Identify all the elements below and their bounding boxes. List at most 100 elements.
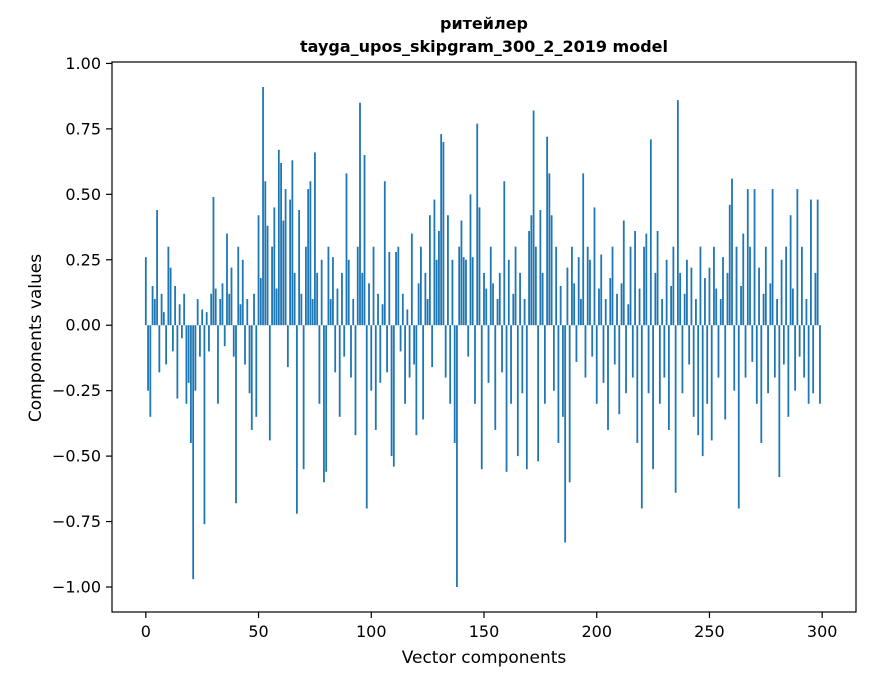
x-tick-label: 200: [581, 622, 612, 641]
bar: [613, 325, 616, 365]
bar: [746, 189, 749, 326]
chart-title: ритейлер: [439, 14, 529, 33]
bar: [683, 293, 686, 326]
bar: [582, 173, 585, 326]
bar: [647, 325, 650, 394]
bar: [674, 325, 677, 493]
bar: [803, 325, 806, 378]
bar: [602, 325, 605, 383]
bar: [708, 267, 711, 326]
bar: [704, 278, 706, 326]
bar: [311, 299, 314, 326]
bar: [158, 325, 161, 373]
bar: [629, 246, 632, 326]
bar: [530, 215, 533, 326]
chart-title-block: ритейлер tayga_upos_skipgram_300_2_2019 …: [112, 12, 856, 58]
bar: [600, 254, 603, 326]
bar: [160, 293, 163, 326]
bar: [749, 246, 751, 326]
x-tick-label: 250: [694, 622, 725, 641]
bar: [807, 325, 810, 404]
bar: [359, 102, 361, 326]
bar: [183, 293, 186, 326]
bar: [298, 210, 301, 326]
bar: [295, 325, 298, 514]
bar: [203, 325, 206, 525]
bar: [753, 189, 756, 326]
bar: [325, 325, 328, 472]
y-tick-label: −1.00: [52, 578, 101, 597]
bar: [724, 325, 727, 420]
y-tick-label: 0.50: [65, 185, 101, 204]
bar: [778, 325, 781, 478]
bar: [363, 155, 366, 326]
bar: [162, 312, 165, 326]
bar: [253, 293, 255, 326]
bar: [467, 325, 470, 357]
bar: [812, 325, 815, 394]
bar: [169, 267, 172, 326]
bar: [483, 272, 485, 326]
bar: [419, 246, 422, 326]
bar: [805, 299, 808, 326]
bar: [309, 181, 312, 326]
bar: [386, 325, 388, 373]
bar: [433, 199, 436, 326]
bar: [320, 259, 323, 326]
bar: [728, 204, 731, 326]
bar: [257, 215, 260, 326]
bar: [447, 215, 449, 326]
bar: [519, 272, 521, 326]
bar: [550, 215, 553, 326]
bar: [620, 283, 623, 326]
bar: [440, 134, 443, 326]
bar: [661, 299, 664, 326]
bar: [329, 299, 332, 326]
bar: [442, 141, 445, 326]
bar: [451, 259, 454, 326]
bar: [688, 325, 691, 365]
bar: [735, 246, 738, 326]
bar: [512, 293, 515, 326]
bar: [282, 220, 285, 326]
bar: [471, 257, 474, 326]
bar: [241, 259, 244, 326]
bar: [383, 181, 386, 326]
bar: [246, 299, 249, 326]
bar: [465, 259, 467, 326]
bar: [785, 246, 788, 326]
bar: [713, 246, 715, 326]
bar: [458, 246, 461, 326]
bar: [307, 189, 310, 326]
bar: [510, 325, 512, 404]
bar: [577, 257, 580, 326]
bar: [410, 233, 413, 326]
bar: [534, 246, 537, 326]
bar: [726, 272, 729, 326]
bar: [589, 259, 591, 326]
bar: [151, 285, 154, 326]
bar: [652, 325, 654, 470]
bar: [742, 233, 745, 326]
bar: [681, 325, 684, 394]
bar: [271, 246, 273, 326]
bar: [586, 246, 589, 326]
bar: [174, 285, 177, 326]
bar: [431, 325, 434, 368]
bar: [737, 325, 740, 509]
bar: [769, 283, 772, 326]
bar: [489, 246, 492, 326]
bar: [280, 162, 282, 326]
ticks-group: 0 50 100 150 200 250 300 1.00 0.75 0.50 0.25 0.00 −0…: [52, 54, 837, 641]
bar: [636, 325, 639, 444]
bar: [368, 283, 370, 326]
bar: [616, 293, 618, 326]
bar: [672, 246, 675, 326]
bar: [293, 272, 296, 326]
bar: [456, 325, 458, 587]
bar: [670, 285, 673, 326]
axes-frame: [111, 61, 857, 613]
bar: [286, 325, 289, 368]
bar: [239, 304, 242, 326]
